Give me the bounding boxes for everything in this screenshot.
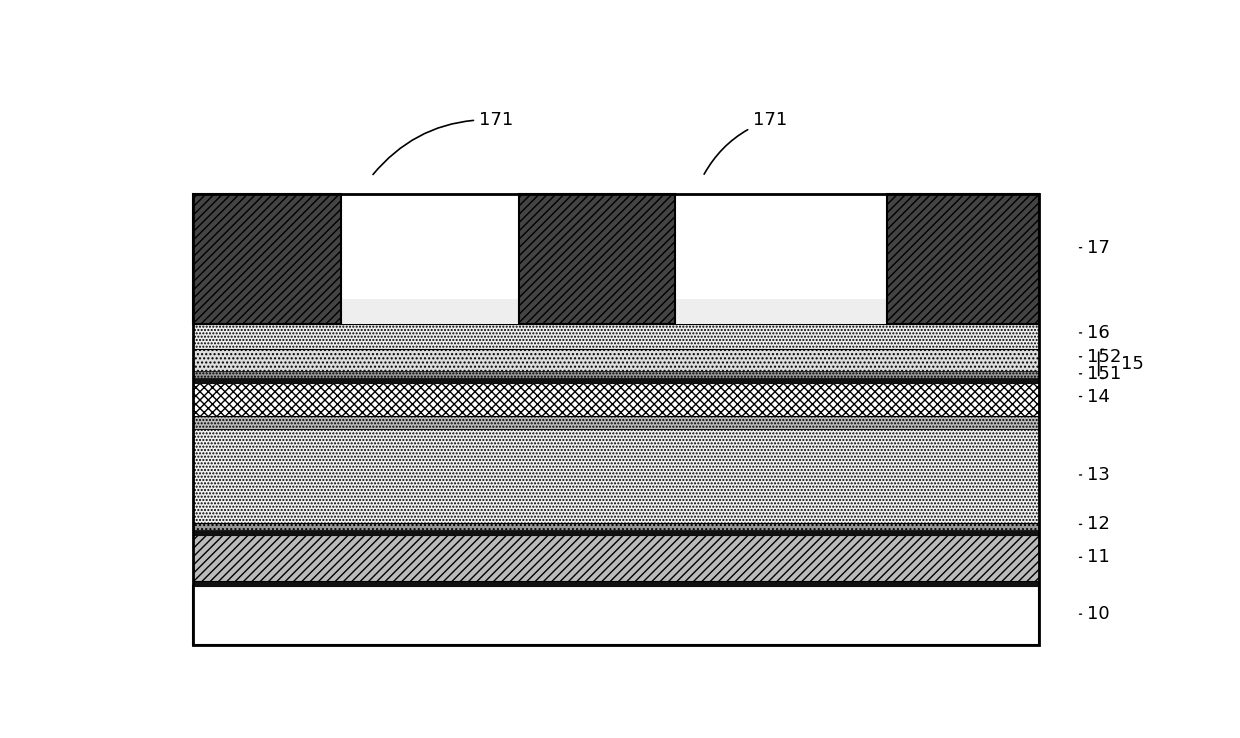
Bar [193,582,1039,586]
Bar [193,429,1039,523]
Text: 13: 13 [1080,466,1110,484]
Bar [193,193,341,325]
Bar [193,349,1039,371]
Bar [193,523,1039,530]
Text: 17: 17 [1080,238,1110,257]
Bar [887,193,1039,325]
Bar [520,193,676,325]
Text: 171: 171 [704,111,787,174]
Text: 171: 171 [373,111,513,174]
Bar [676,300,887,325]
Bar [193,325,1039,349]
Bar [193,379,1039,384]
Bar [193,534,1039,582]
Text: 10: 10 [1080,605,1110,623]
Bar [193,416,1039,429]
Text: 151: 151 [1080,365,1121,383]
Text: 152: 152 [1080,348,1121,366]
Text: 15: 15 [1121,355,1143,373]
Text: 14: 14 [1080,387,1110,406]
Bar [193,586,1039,646]
Text: 12: 12 [1080,515,1110,534]
Bar [193,193,1039,646]
Bar [193,530,1039,534]
Text: 11: 11 [1080,548,1110,566]
Bar [193,384,1039,416]
Bar [193,371,1039,379]
Text: 16: 16 [1080,324,1110,342]
Bar [341,300,520,325]
